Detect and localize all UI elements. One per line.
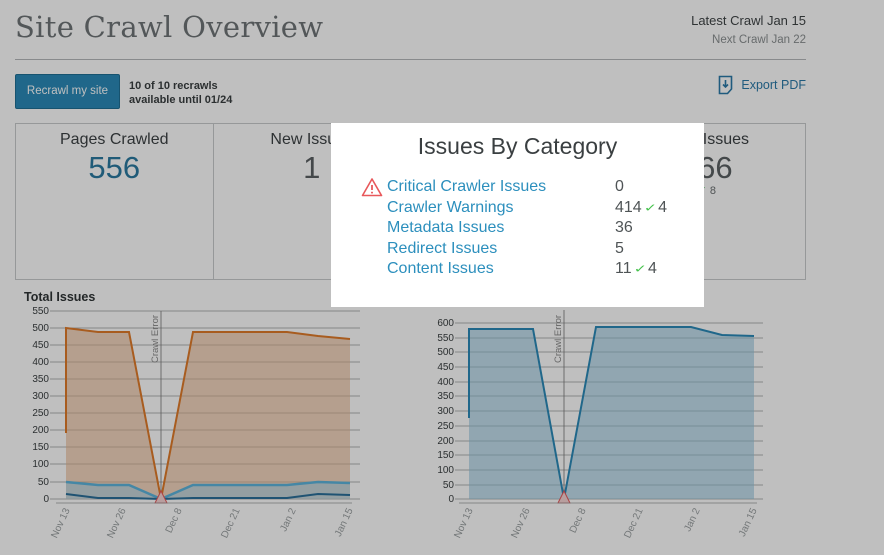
latest-crawl: Latest Crawl Jan 15 <box>691 13 806 28</box>
category-row-metadata: Metadata Issues 36 <box>361 218 691 239</box>
svg-text:350: 350 <box>32 374 49 385</box>
recrawl-count: 10 of 10 recrawls <box>129 80 218 92</box>
svg-text:50: 50 <box>38 477 50 488</box>
svg-text:450: 450 <box>437 362 454 373</box>
header-divider <box>15 59 806 60</box>
svg-text:300: 300 <box>32 391 49 402</box>
svg-text:0: 0 <box>43 494 49 505</box>
crawl-error-annotation: Crawl Error <box>553 315 564 363</box>
stat-pages-crawled[interactable]: Pages Crawled 556 <box>16 124 214 279</box>
category-link[interactable]: Redirect Issues <box>387 239 498 257</box>
spacer <box>361 218 387 238</box>
check-down-icon: ✓ <box>633 263 648 276</box>
svg-text:100: 100 <box>437 465 454 476</box>
category-link[interactable]: Crawler Warnings <box>387 198 514 216</box>
svg-text:150: 150 <box>437 450 454 461</box>
svg-text:100: 100 <box>32 459 49 470</box>
svg-text:550: 550 <box>437 333 454 344</box>
warning-triangle-icon <box>361 178 383 197</box>
delta: 4 <box>658 198 668 216</box>
recrawl-expiry: available until 01/24 <box>129 94 233 106</box>
svg-text:450: 450 <box>32 340 49 351</box>
svg-text:250: 250 <box>437 421 454 432</box>
category-value: 0 <box>615 178 624 196</box>
svg-text:200: 200 <box>32 425 49 436</box>
pages-crawled-chart[interactable]: 600 550 500 450 400 350 300 250 200 150 100 50 0… <box>400 300 820 555</box>
count: 414 <box>615 198 642 216</box>
category-list: Critical Crawler Issues 0 Crawler Warnin… <box>361 177 691 280</box>
svg-text:400: 400 <box>32 357 49 368</box>
next-crawl: Next Crawl Jan 22 <box>712 34 806 46</box>
category-value: 36 <box>615 219 633 237</box>
export-pdf-label: Export PDF <box>741 78 806 92</box>
svg-text:150: 150 <box>32 442 49 453</box>
spacer <box>361 239 387 259</box>
page-title: Site Crawl Overview <box>15 10 324 44</box>
issues-by-category-modal: Issues By Category Critical Crawler Issu… <box>331 123 704 307</box>
category-value: 414 ✓ 4 <box>615 198 667 218</box>
category-link[interactable]: Content Issues <box>387 260 494 278</box>
count: 0 <box>615 178 624 196</box>
svg-text:500: 500 <box>32 323 49 334</box>
stat-value: 556 <box>88 150 141 185</box>
svg-text:350: 350 <box>437 391 454 402</box>
check-down-icon: ✓ <box>643 202 658 215</box>
stat-label: Pages Crawled <box>60 131 169 148</box>
category-link[interactable]: Metadata Issues <box>387 219 505 237</box>
category-link[interactable]: Critical Crawler Issues <box>387 178 547 196</box>
crawl-error-annotation: Crawl Error <box>150 315 161 363</box>
svg-text:400: 400 <box>437 377 454 388</box>
spacer <box>361 259 387 279</box>
count: 5 <box>615 239 624 257</box>
total-issues-chart-title: Total Issues <box>24 290 96 304</box>
spacer <box>361 198 387 218</box>
recrawl-availability: 10 of 10 recrawls available until 01/24 <box>129 79 232 107</box>
recrawl-button[interactable]: Recrawl my site <box>15 74 120 109</box>
stat-value: 1 <box>303 150 321 185</box>
category-row-crawler-warnings: Crawler Warnings 414 ✓ 4 <box>361 198 691 219</box>
category-value: 5 <box>615 240 624 258</box>
count: 36 <box>615 219 633 237</box>
crawl-schedule: Latest Crawl Jan 15 Next Crawl Jan 22 <box>691 13 806 46</box>
download-document-icon <box>719 75 733 95</box>
svg-text:300: 300 <box>437 406 454 417</box>
delta-value: 8 <box>709 185 716 197</box>
modal-title: Issues By Category <box>417 133 618 159</box>
svg-text:600: 600 <box>437 318 454 329</box>
svg-text:250: 250 <box>32 408 49 419</box>
category-row-content: Content Issues 11 ✓ 4 <box>361 259 691 280</box>
svg-text:200: 200 <box>437 436 454 447</box>
category-value: 11 ✓ 4 <box>615 259 657 279</box>
svg-text:50: 50 <box>443 480 455 491</box>
count: 11 <box>615 260 632 278</box>
svg-text:500: 500 <box>437 347 454 358</box>
export-pdf-link[interactable]: Export PDF <box>718 75 806 95</box>
category-row-redirect: Redirect Issues 5 <box>361 239 691 260</box>
svg-text:550: 550 <box>32 306 49 317</box>
delta: 4 <box>648 260 657 278</box>
svg-text:0: 0 <box>448 494 454 505</box>
category-row-critical: Critical Crawler Issues 0 <box>361 177 691 198</box>
